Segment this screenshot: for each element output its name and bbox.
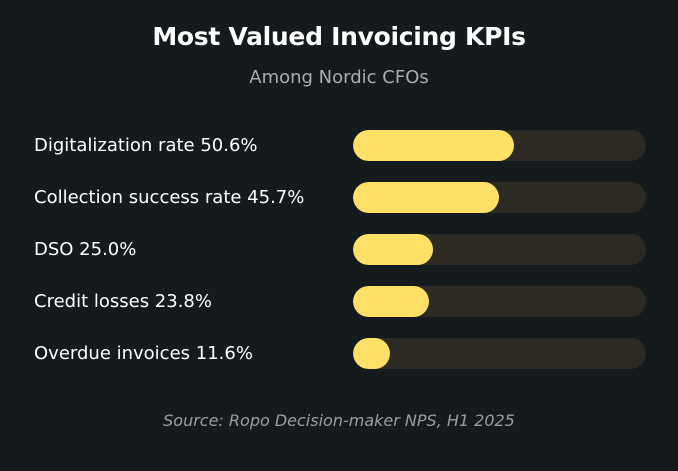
- bar-track: [353, 338, 646, 369]
- chart-title: Most Valued Invoicing KPIs: [152, 22, 526, 51]
- bar-fill: [353, 130, 515, 161]
- bar-row: Collection success rate 45.7%: [0, 182, 678, 213]
- bar-label: DSO 25.0%: [34, 239, 137, 260]
- bar-label: Collection success rate 45.7%: [34, 187, 305, 208]
- bar-track: [353, 182, 646, 213]
- bar-row: Overdue invoices 11.6%: [0, 338, 678, 369]
- bar-row: Digitalization rate 50.6%: [0, 130, 678, 161]
- source-note: Source: Ropo Decision-maker NPS, H1 2025: [163, 411, 515, 430]
- bar-track: [353, 130, 646, 161]
- bar-fill: [353, 338, 390, 369]
- chart-subtitle: Among Nordic CFOs: [249, 67, 429, 88]
- bar-row: Credit losses 23.8%: [0, 286, 678, 317]
- bar-fill: [353, 286, 429, 317]
- bar-row: DSO 25.0%: [0, 234, 678, 265]
- bar-track: [353, 234, 646, 265]
- bar-fill: [353, 182, 499, 213]
- bar-label: Digitalization rate 50.6%: [34, 135, 258, 156]
- bar-track: [353, 286, 646, 317]
- bar-fill: [353, 234, 433, 265]
- bar-label: Overdue invoices 11.6%: [34, 343, 253, 364]
- bar-label: Credit losses 23.8%: [34, 291, 212, 312]
